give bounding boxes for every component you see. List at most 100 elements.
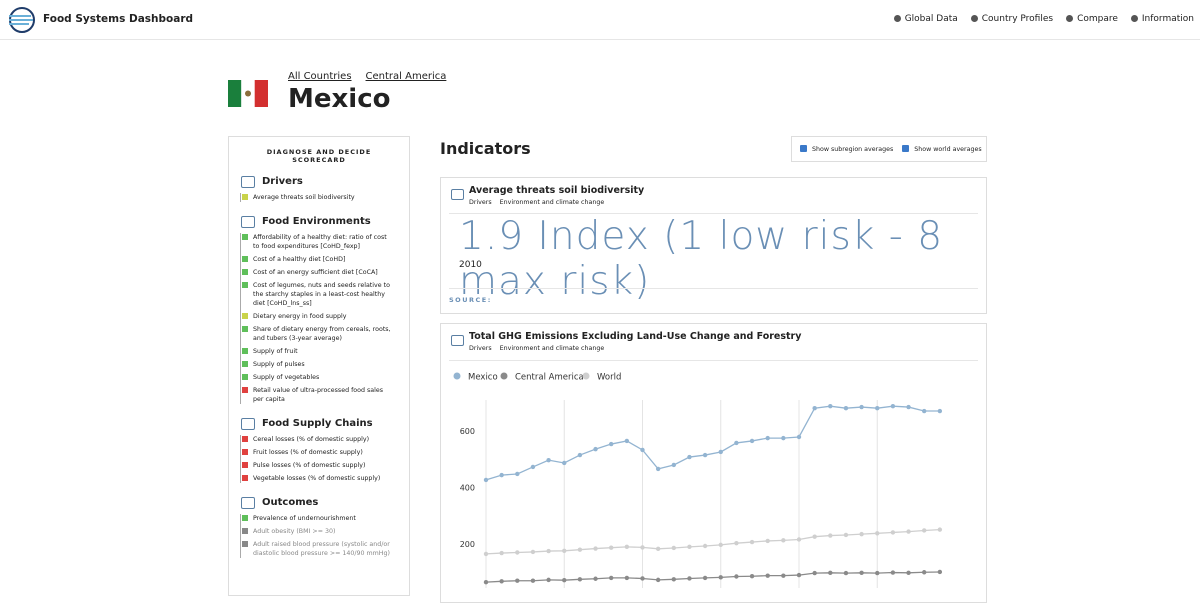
scorecard-item[interactable]: Cost of a healthy diet [CoHD]	[242, 255, 395, 264]
item-label: Cost of legumes, nuts and seeds relative…	[253, 282, 390, 307]
nav-link[interactable]: Compare	[1066, 14, 1118, 24]
item-label: Adult raised blood pressure (systolic an…	[253, 541, 390, 557]
card-title[interactable]: Total GHG Emissions Excluding Land-Use C…	[469, 331, 802, 342]
data-point	[843, 532, 849, 538]
data-point	[593, 446, 598, 452]
country-title: Mexico	[288, 84, 391, 114]
status-swatch	[242, 269, 248, 275]
data-point	[624, 438, 630, 444]
scorecard-item[interactable]: Average threats soil biodiversity	[242, 193, 395, 202]
item-label: Prevalence of undernourishment	[253, 515, 356, 522]
data-point	[609, 545, 614, 550]
scorecard-item[interactable]: Supply of vegetables	[242, 373, 395, 382]
data-point	[593, 576, 598, 581]
scorecard-item[interactable]: Cost of an energy sufficient diet [CoCA]	[242, 268, 395, 277]
data-point	[922, 570, 927, 575]
nav-link[interactable]: Country Profiles	[971, 14, 1053, 24]
item-label: Fruit losses (% of domestic supply)	[253, 449, 363, 456]
crumb[interactable]: All Countries	[288, 71, 352, 82]
scorecard-item[interactable]: Share of dietary energy from cereals, ro…	[242, 325, 395, 343]
data-point	[718, 575, 723, 580]
scorecard-item[interactable]: Cost of legumes, nuts and seeds relative…	[242, 281, 395, 308]
data-point	[499, 472, 504, 478]
checkbox[interactable]: Show world averages	[902, 145, 981, 153]
legend-marker	[453, 372, 461, 380]
data-point	[781, 435, 786, 441]
data-point	[624, 544, 630, 550]
data-point	[796, 434, 802, 440]
crumb: Drivers	[469, 345, 492, 352]
data-point	[812, 570, 817, 576]
icon	[451, 335, 464, 346]
item-label: Average threats soil biodiversity	[253, 194, 355, 201]
status-swatch	[242, 282, 248, 288]
item-label: Supply of pulses	[253, 361, 305, 368]
status-swatch	[242, 313, 248, 319]
data-point	[937, 569, 943, 575]
status-swatch	[242, 387, 248, 393]
scorecard-item[interactable]: Pulse losses (% of domestic supply)	[242, 461, 395, 470]
nav-link[interactable]: Information	[1131, 14, 1194, 24]
indicator-value: 1.9 Index (1 low risk - 8 max risk)	[459, 214, 944, 304]
data-point	[890, 530, 896, 535]
data-point	[828, 404, 833, 409]
data-point	[781, 573, 786, 578]
data-point	[890, 570, 896, 575]
data-point	[640, 447, 645, 453]
data-point	[562, 577, 567, 583]
brand[interactable]: Food Systems Dashboard	[43, 13, 194, 25]
series-line	[485, 571, 940, 583]
data-point	[765, 435, 770, 441]
data-point	[530, 578, 536, 583]
section-heading: Outcomes	[241, 497, 409, 509]
nav-link[interactable]: Global Data	[894, 14, 958, 24]
scorecard-item[interactable]: Prevalence of undernourishment	[242, 514, 395, 523]
scorecard-item[interactable]: Cereal losses (% of domestic supply)	[242, 435, 395, 444]
top-bar: Food Systems Dashboard Global Data Count…	[0, 0, 1200, 40]
scorecard-item[interactable]: Affordability of a healthy diet: ratio o…	[242, 233, 395, 251]
data-point	[922, 528, 927, 533]
status-swatch	[242, 348, 248, 354]
data-point	[702, 452, 708, 458]
scorecard-item[interactable]: Fruit losses (% of domestic supply)	[242, 448, 395, 457]
indicator-card: Average threats soil biodiversity Driver…	[440, 177, 987, 314]
data-point	[499, 550, 504, 556]
data-point	[828, 570, 833, 576]
data-point	[765, 538, 770, 544]
scorecard-item[interactable]: Supply of pulses	[242, 360, 395, 369]
scorecard-item[interactable]: Dietary energy in food supply	[242, 312, 395, 321]
scorecard: DIAGNOSE AND DECIDE SCORECARD Drivers Ave…	[228, 136, 410, 596]
status-swatch	[242, 462, 248, 468]
crumb[interactable]: Central America	[365, 71, 447, 82]
scorecard-item[interactable]: Supply of fruit	[242, 347, 395, 356]
scorecard-title: DIAGNOSE AND DECIDE SCORECARD	[266, 148, 372, 164]
breadcrumb: All Countries Central America	[288, 71, 446, 82]
status-swatch	[242, 234, 248, 240]
item-label: Supply of vegetables	[253, 374, 320, 381]
data-point	[609, 575, 614, 581]
item-label: Cereal losses (% of domestic supply)	[253, 436, 370, 443]
checkbox[interactable]: Show subregion averages	[800, 145, 893, 153]
data-point	[875, 570, 880, 576]
data-point	[515, 471, 520, 477]
legend-label: Central America	[515, 373, 584, 383]
data-point	[875, 531, 880, 536]
card-title[interactable]: Average threats soil biodiversity	[469, 185, 645, 196]
data-point	[859, 404, 864, 410]
divider	[449, 213, 978, 214]
data-point	[687, 454, 692, 460]
scorecard-item[interactable]: Vegetable losses (% of domestic supply)	[242, 474, 395, 483]
data-point	[546, 457, 551, 463]
section-heading: Food Supply Chains	[241, 418, 409, 430]
data-point	[843, 570, 849, 576]
source: SOURCE:	[449, 296, 492, 304]
scorecard-item[interactable]: Retail value of ultra-processed food sal…	[242, 386, 395, 404]
scorecard-item[interactable]: Adult obesity (BMI >= 30)	[242, 527, 395, 536]
data-point	[734, 540, 739, 546]
status-swatch	[242, 374, 248, 380]
data-point	[906, 404, 911, 410]
data-point	[812, 534, 817, 539]
data-point	[530, 464, 536, 470]
scorecard-item[interactable]: Adult raised blood pressure (systolic an…	[242, 540, 395, 558]
data-point	[687, 576, 692, 581]
